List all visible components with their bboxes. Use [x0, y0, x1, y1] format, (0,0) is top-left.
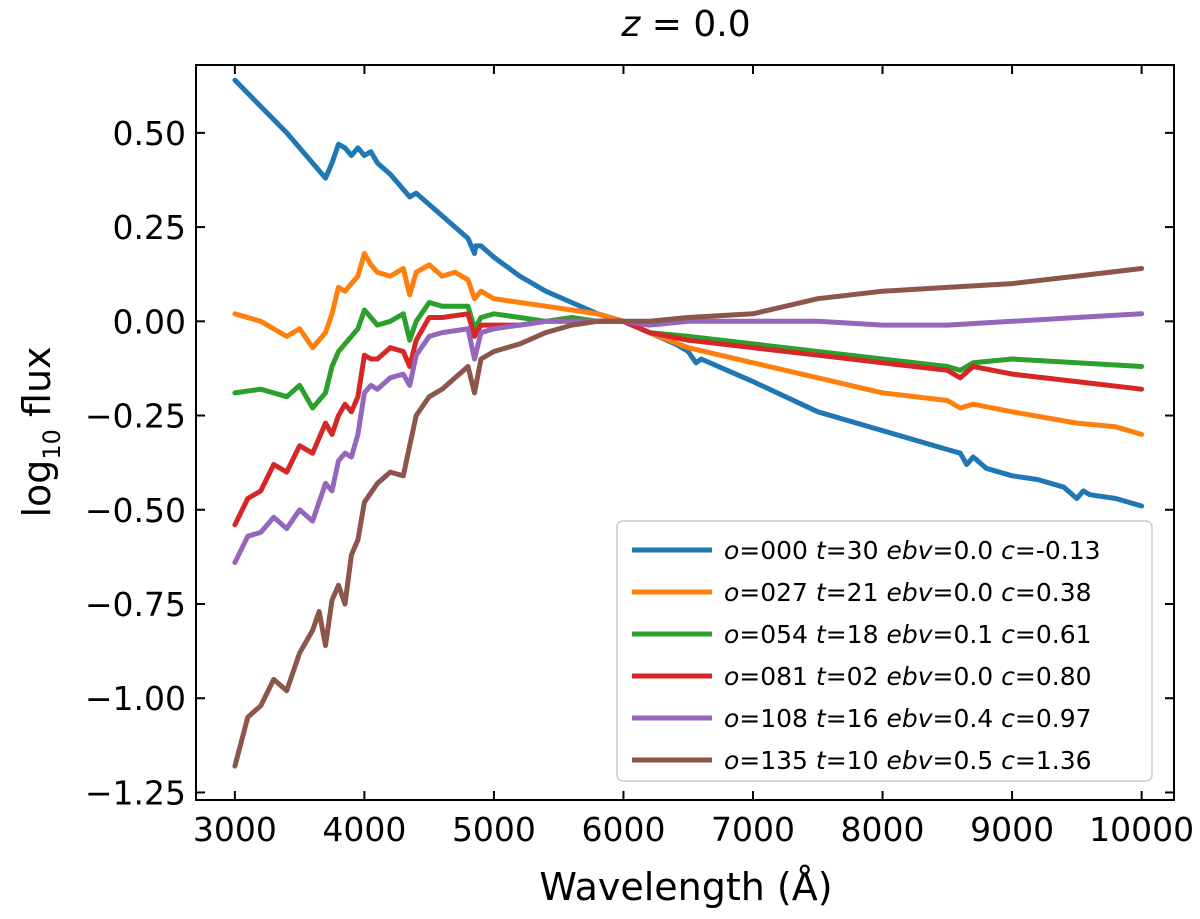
series-line-2: [232, 300, 1145, 411]
y-axis-label-rest: flux: [15, 346, 59, 429]
y-tick-label-6: −1.00: [85, 679, 186, 718]
x-tick-label-0: 3000: [193, 810, 277, 849]
legend-label-4-part-7: =0.97: [1015, 704, 1092, 733]
legend-label-3-part-6: c: [1001, 662, 1015, 691]
legend-label-4-part-2: t: [816, 704, 827, 733]
legend-label-3-part-4: ebv: [886, 662, 933, 691]
legend-label-4: o=108 t=16 ebv=0.4 c=0.97: [724, 704, 1092, 733]
y-tick-label-5: −0.75: [85, 585, 186, 624]
chart-title: z = 0.0: [620, 4, 750, 45]
legend-label-5-part-3: =10: [826, 746, 887, 775]
y-axis-label-base: log: [15, 460, 59, 518]
legend-label-3-part-0: o: [724, 662, 739, 691]
legend-label-1-part-3: =21: [826, 578, 887, 607]
y-tick-label-7: −1.25: [85, 773, 186, 812]
legend-label-1-part-4: ebv: [886, 578, 933, 607]
legend-label-1-part-1: =027: [739, 578, 816, 607]
legend-label-4-part-3: =16: [826, 704, 887, 733]
title-value: 0.0: [693, 4, 750, 45]
legend-label-4-part-6: c: [1001, 704, 1015, 733]
legend-label-1-part-6: c: [1001, 578, 1015, 607]
y-tick-label-0: 0.50: [113, 114, 186, 153]
y-axis-label-subscript: 10: [38, 429, 66, 460]
series-line-0: [232, 77, 1145, 509]
x-tick-label-2: 5000: [452, 810, 536, 849]
legend-label-3-part-1: =081: [739, 662, 816, 691]
legend-label-2-part-3: =18: [826, 620, 887, 649]
legend-label-0-part-1: =000: [739, 536, 816, 565]
legend-label-0-part-5: =0.0: [933, 536, 1002, 565]
legend-label-1-part-2: t: [816, 578, 827, 607]
y-tick-label-1: 0.25: [113, 208, 186, 247]
legend-label-0-part-0: o: [724, 536, 739, 565]
legend-label-0-part-2: t: [816, 536, 827, 565]
legend-label-1-part-7: =0.38: [1015, 578, 1092, 607]
x-tick-label-4: 7000: [711, 810, 795, 849]
x-tick-label-3: 6000: [581, 810, 665, 849]
series-layer: [232, 77, 1145, 769]
legend-label-3-part-2: t: [816, 662, 827, 691]
legend-label-5-part-2: t: [816, 746, 827, 775]
legend-label-5-part-7: =1.36: [1015, 746, 1092, 775]
legend-box: [616, 520, 1153, 782]
series-line-3: [232, 311, 1145, 528]
legend-label-5-part-1: =135: [739, 746, 816, 775]
title-operator: =: [640, 4, 693, 45]
series-line-4: [232, 311, 1145, 565]
legend-label-0-part-7: =-0.13: [1015, 536, 1101, 565]
x-tick-label-1: 4000: [322, 810, 406, 849]
legend-label-1: o=027 t=21 ebv=0.0 c=0.38: [724, 578, 1092, 607]
legend-label-0-part-4: ebv: [886, 536, 933, 565]
y-tick-label-3: −0.25: [85, 397, 186, 436]
legend-label-4-part-5: =0.4: [933, 704, 1002, 733]
legend-label-0: o=000 t=30 ebv=0.0 c=-0.13: [724, 536, 1101, 565]
legend-label-0-part-3: =30: [826, 536, 887, 565]
legend-label-5-part-0: o: [724, 746, 739, 775]
series-line-5: [232, 266, 1145, 769]
legend-label-2-part-4: ebv: [886, 620, 933, 649]
title-variable: z: [620, 4, 641, 45]
legend-label-3: o=081 t=02 ebv=0.0 c=0.80: [724, 662, 1092, 691]
series-line-1: [232, 251, 1145, 437]
legend-label-1-part-5: =0.0: [933, 578, 1002, 607]
legend-label-2-part-5: =0.1: [933, 620, 1002, 649]
legend-label-4-part-4: ebv: [886, 704, 933, 733]
x-tick-label-5: 8000: [841, 810, 925, 849]
y-tick-label-2: 0.00: [113, 302, 186, 341]
legend-label-5-part-6: c: [1001, 746, 1015, 775]
x-tick-label-6: 9000: [970, 810, 1054, 849]
legend-label-1-part-0: o: [724, 578, 739, 607]
legend-label-4-part-0: o: [724, 704, 739, 733]
x-tick-label-7: 10000: [1089, 810, 1194, 849]
legend-label-5: o=135 t=10 ebv=0.5 c=1.36: [724, 746, 1092, 775]
x-axis-label: Wavelength (Å): [539, 865, 832, 909]
y-tick-label-4: −0.50: [85, 491, 186, 530]
legend-label-3-part-5: =0.0: [933, 662, 1002, 691]
legend-label-2-part-2: t: [816, 620, 827, 649]
legend-label-2-part-6: c: [1001, 620, 1015, 649]
legend-label-5-part-5: =0.5: [933, 746, 1002, 775]
legend-label-5-part-4: ebv: [886, 746, 933, 775]
legend-label-2-part-1: =054: [739, 620, 816, 649]
ticks-layer: 3000 4000 5000 6000 7000 8000 9000 10000 0.50 0.2…: [85, 65, 1194, 849]
legend: o=000 t=30 ebv=0.0 c=-0.13o=027 t=21 ebv…: [616, 520, 1153, 782]
legend-label-2: o=054 t=18 ebv=0.1 c=0.61: [724, 620, 1092, 649]
y-axis-label: log10 flux: [15, 346, 66, 517]
legend-label-2-part-0: o: [724, 620, 739, 649]
legend-label-0-part-6: c: [1001, 536, 1015, 565]
plot-frame: [195, 64, 1175, 801]
legend-label-3-part-7: =0.80: [1015, 662, 1092, 691]
legend-label-2-part-7: =0.61: [1015, 620, 1092, 649]
legend-label-3-part-3: =02: [826, 662, 887, 691]
legend-label-4-part-1: =108: [739, 704, 816, 733]
